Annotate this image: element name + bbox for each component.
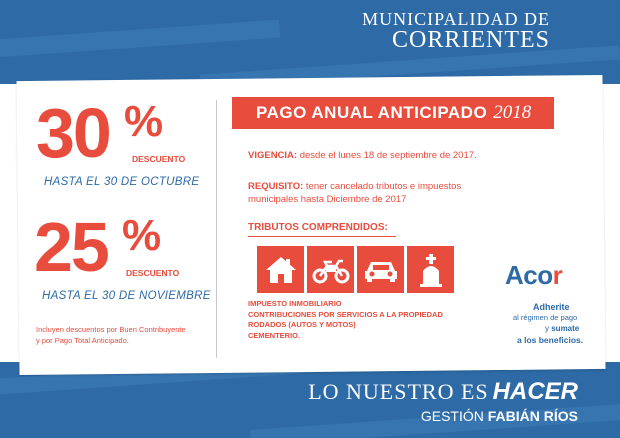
- acor-logo-r: r: [552, 260, 563, 290]
- percent-sign: %: [124, 97, 164, 146]
- brush-streak: [0, 19, 281, 59]
- acor-logo: Acor: [505, 262, 600, 288]
- list-item: CEMENTERIO.: [248, 330, 301, 340]
- house-icon: [257, 246, 304, 293]
- discount-30-percent: 30%: [36, 98, 163, 168]
- tributos-title: TRIBUTOS COMPRENDIDOS:: [248, 222, 388, 233]
- car-icon: [357, 246, 404, 293]
- gestion-label: GESTIÓN: [420, 408, 484, 424]
- acor-sumate-line: y sumate: [545, 324, 579, 333]
- gestion-line: GESTIÓN FABIÁN RÍOS: [421, 408, 578, 424]
- slogan: LO NUESTRO ES HACER: [308, 378, 578, 406]
- list-item: CONTRIBUCIONES POR SERVICIOS A LA PROPIE…: [248, 309, 443, 319]
- discount-30-label: DESCUENTO: [132, 154, 186, 164]
- vigencia-line: VIGENCIA: desde el lunes 18 de septiembr…: [248, 149, 477, 162]
- list-item: IMPUESTO INMOBILIARIO: [248, 299, 342, 308]
- municipality-line1: MUNICIPALIDAD DE: [362, 9, 550, 29]
- acor-adherite: Adherite: [533, 302, 570, 312]
- pago-anual-banner: PAGO ANUAL ANTICIPADO 2018: [232, 97, 554, 129]
- pago-title: PAGO ANUAL ANTICIPADO: [256, 103, 488, 122]
- municipality-title: MUNICIPALIDAD DE CORRIENTES: [362, 10, 550, 52]
- slogan-emphasis: HACER: [492, 378, 578, 405]
- percent-sign: %: [122, 211, 162, 260]
- discount-note-line2: y por Pago Total Anticipado.: [36, 336, 129, 345]
- slogan-text: LO NUESTRO ES: [308, 379, 489, 404]
- tombstone-icon: [407, 246, 454, 293]
- requisito-label: REQUISITO:: [248, 181, 304, 192]
- vigencia-label: VIGENCIA:: [248, 150, 298, 161]
- discount-25-value: 25: [34, 208, 110, 286]
- gestion-name: FABIÁN RÍOS: [487, 408, 578, 424]
- pago-year: 2018: [493, 102, 532, 123]
- acor-logo-text: Aco: [505, 260, 553, 290]
- motorcycle-icon: [307, 246, 354, 293]
- footer-band: LO NUESTRO ES HACER GESTIÓN FABIÁN RÍOS: [0, 362, 620, 438]
- acor-regimen: al régimen de pago: [513, 313, 578, 322]
- discount-25-deadline: HASTA EL 30 DE NOVIEMBRE: [42, 290, 211, 302]
- discount-25-label: DESCUENTO: [126, 268, 180, 278]
- tributos-underline: [248, 236, 396, 237]
- vigencia-text: desde el lunes 18 de septiembre de 2017.: [299, 150, 477, 161]
- vertical-divider: [216, 100, 217, 358]
- acor-sumate: sumate: [551, 324, 580, 333]
- requisito-text2: municipales hasta Diciembre de 2017: [248, 194, 407, 205]
- header-band: MUNICIPALIDAD DE CORRIENTES: [0, 0, 620, 84]
- requisito-block: REQUISITO: tener cancelado tributos e im…: [248, 180, 461, 206]
- discount-25-percent: 25%: [34, 212, 161, 282]
- acor-block: Acor Adherite al régimen de pago y sumat…: [505, 262, 600, 345]
- municipality-line2: CORRIENTES: [391, 27, 550, 53]
- discount-30-value: 30: [36, 94, 112, 172]
- tributos-list: IMPUESTO INMOBILIARIO CONTRIBUCIONES POR…: [248, 299, 443, 341]
- acor-y: y: [545, 324, 549, 333]
- discount-note: Incluyen descuentos por Buen Contribuyen…: [36, 324, 186, 346]
- discount-note-line1: Incluyen descuentos por Buen Contribuyen…: [36, 325, 186, 334]
- discount-30-deadline: HASTA EL 30 DE OCTUBRE: [44, 176, 200, 188]
- acor-beneficios: a los beneficios.: [517, 335, 584, 345]
- list-item: RODADOS (AUTOS Y MOTOS): [248, 320, 356, 329]
- requisito-text1: tener cancelado tributos e impuestos: [305, 181, 462, 192]
